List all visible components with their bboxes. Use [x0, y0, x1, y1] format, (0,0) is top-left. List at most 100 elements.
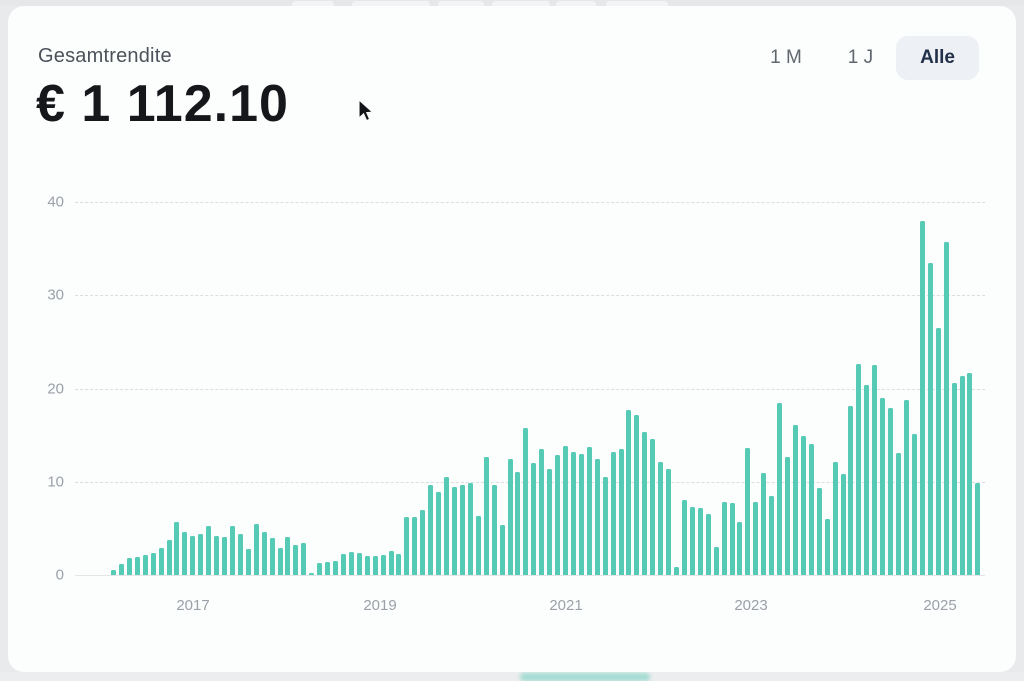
chart-bar[interactable] [436, 492, 442, 575]
chart-bar[interactable] [515, 471, 521, 575]
chart-bar[interactable] [111, 570, 116, 575]
chart-bar[interactable] [705, 514, 711, 575]
chart-bar[interactable] [721, 502, 727, 575]
chart-bar[interactable] [126, 558, 132, 575]
chart-bar[interactable] [674, 566, 680, 575]
chart-bar[interactable] [547, 468, 553, 575]
chart-bar[interactable] [150, 552, 156, 575]
chart-bar[interactable] [190, 535, 196, 575]
chart-bar[interactable] [499, 524, 505, 575]
chart-bar[interactable] [539, 449, 545, 575]
chart-bar[interactable] [459, 485, 465, 575]
chart-bar[interactable] [666, 468, 672, 575]
chart-bar[interactable] [745, 448, 751, 575]
chart-bar[interactable] [444, 477, 450, 575]
chart-bar[interactable] [618, 449, 624, 575]
chart-bar[interactable] [301, 543, 307, 575]
chart-bar[interactable] [713, 547, 719, 575]
chart-bar[interactable] [737, 521, 743, 575]
chart-bar[interactable] [134, 557, 140, 575]
chart-bar[interactable] [634, 414, 640, 575]
chart-bar[interactable] [380, 554, 386, 575]
chart-bar[interactable] [864, 384, 870, 575]
chart-bar[interactable] [348, 551, 354, 575]
chart-bar[interactable] [896, 452, 902, 575]
chart-bar[interactable] [967, 372, 973, 575]
chart-bar[interactable] [816, 488, 822, 575]
chart-bar[interactable] [325, 561, 331, 575]
chart-bar[interactable] [943, 242, 949, 575]
chart-bar[interactable] [309, 573, 315, 575]
chart-bar[interactable] [277, 547, 283, 575]
chart-bar[interactable] [642, 432, 648, 575]
chart-bar[interactable] [586, 447, 592, 575]
chart-bar[interactable] [888, 408, 894, 575]
chart-bar[interactable] [610, 451, 616, 575]
chart-bar[interactable] [594, 459, 600, 575]
chart-bar[interactable] [848, 406, 854, 575]
chart-bar[interactable] [333, 561, 339, 575]
chart-bar[interactable] [824, 519, 830, 575]
chart-bar[interactable] [261, 532, 267, 575]
chart-bar[interactable] [428, 485, 434, 575]
chart-bar[interactable] [951, 382, 957, 575]
chart-bar[interactable] [237, 533, 243, 575]
chart-bar[interactable] [840, 474, 846, 575]
chart-bar[interactable] [959, 376, 965, 575]
chart-bar[interactable] [626, 409, 632, 575]
chart-bar[interactable] [229, 525, 235, 575]
chart-bar[interactable] [800, 436, 806, 575]
chart-bar[interactable] [555, 454, 561, 575]
chart-bar[interactable] [531, 463, 537, 575]
chart-bar[interactable] [214, 535, 220, 575]
chart-bar[interactable] [317, 562, 323, 575]
chart-bar[interactable] [919, 220, 925, 575]
chart-bar[interactable] [911, 434, 917, 575]
chart-plot-area[interactable] [85, 202, 985, 575]
chart-bar[interactable] [475, 516, 481, 575]
range-button-alle[interactable]: Alle [896, 36, 979, 80]
chart-bar[interactable] [372, 556, 378, 575]
chart-bar[interactable] [420, 509, 426, 575]
chart-bar[interactable] [174, 521, 180, 575]
chart-bar[interactable] [412, 517, 418, 575]
chart-bar[interactable] [166, 539, 172, 575]
chart-bar[interactable] [975, 482, 981, 575]
chart-bar[interactable] [935, 327, 941, 575]
chart-bar[interactable] [729, 503, 735, 575]
chart-bar[interactable] [158, 547, 164, 575]
chart-bar[interactable] [753, 502, 759, 575]
chart-bar[interactable] [602, 477, 608, 575]
chart-bar[interactable] [769, 495, 775, 575]
chart-bar[interactable] [761, 473, 767, 575]
chart-bar[interactable] [856, 364, 862, 575]
chart-bar[interactable] [285, 536, 291, 575]
chart-bar[interactable] [777, 402, 783, 575]
chart-bar[interactable] [792, 424, 798, 575]
chart-bar[interactable] [832, 462, 838, 575]
chart-bar[interactable] [269, 537, 275, 575]
chart-bar[interactable] [467, 482, 473, 575]
chart-bar[interactable] [206, 525, 212, 575]
chart-bar[interactable] [808, 444, 814, 575]
chart-bar[interactable] [563, 446, 568, 575]
chart-bar[interactable] [658, 462, 664, 575]
chart-bar[interactable] [523, 427, 529, 575]
range-button-1j[interactable]: 1 J [825, 36, 896, 80]
chart-bar[interactable] [364, 556, 370, 575]
chart-bar[interactable] [142, 554, 148, 575]
chart-bar[interactable] [880, 397, 886, 575]
chart-bar[interactable] [872, 365, 878, 575]
range-button-1m[interactable]: 1 M [747, 36, 825, 80]
chart-bar[interactable] [578, 453, 584, 575]
chart-bar[interactable] [118, 563, 124, 575]
chart-bar[interactable] [507, 459, 513, 575]
chart-bar[interactable] [245, 548, 251, 575]
chart-bar[interactable] [404, 517, 410, 575]
chart-bar[interactable] [927, 262, 933, 575]
chart-bar[interactable] [222, 536, 228, 575]
chart-bar[interactable] [356, 552, 362, 575]
chart-bar[interactable] [697, 507, 703, 575]
chart-bar[interactable] [198, 533, 204, 575]
chart-bar[interactable] [681, 500, 687, 575]
